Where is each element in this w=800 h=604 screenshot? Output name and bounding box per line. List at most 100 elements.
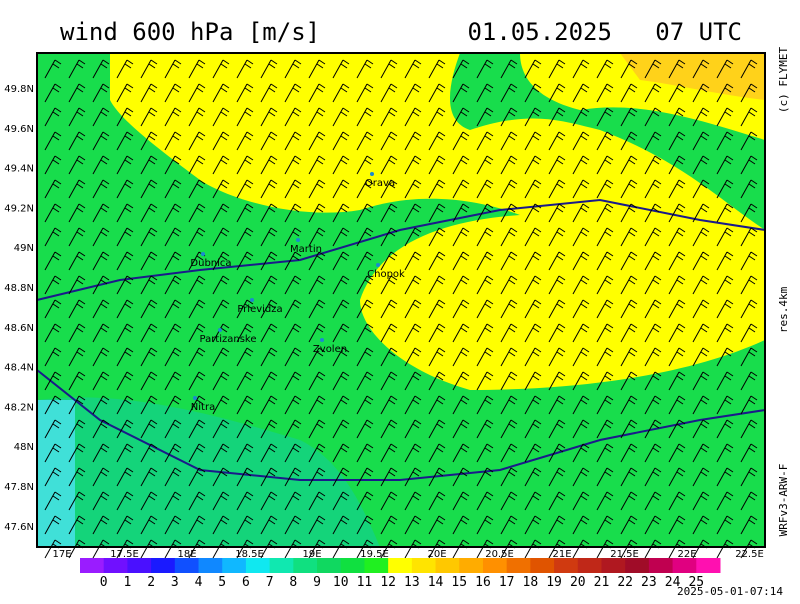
wind-barb bbox=[452, 83, 470, 103]
wind-barb bbox=[236, 515, 254, 535]
wind-barb bbox=[404, 131, 422, 151]
wind-barb bbox=[308, 83, 326, 103]
wind-barb bbox=[116, 59, 134, 79]
wind-barb bbox=[476, 275, 494, 295]
wind-barb bbox=[356, 491, 374, 511]
wind-barb bbox=[44, 227, 62, 247]
wind-barb bbox=[356, 275, 374, 295]
colorbar-label: 17 bbox=[499, 575, 515, 590]
wind-barb bbox=[332, 491, 350, 511]
wind-barb bbox=[644, 179, 662, 199]
wind-barb bbox=[380, 131, 398, 151]
wind-barb bbox=[332, 179, 350, 199]
wind-barb bbox=[740, 467, 758, 487]
wind-barb bbox=[308, 227, 326, 247]
wind-barb bbox=[740, 419, 758, 439]
wind-barb bbox=[500, 323, 518, 343]
wind-barb bbox=[380, 443, 398, 463]
wind-barb bbox=[500, 155, 518, 175]
colorbar-cell bbox=[625, 558, 650, 573]
wind-barb bbox=[596, 395, 614, 415]
lon-tick-label: 18.5E bbox=[235, 549, 264, 560]
wind-barb bbox=[452, 227, 470, 247]
colorbar-cell bbox=[103, 558, 128, 573]
colorbar-cell bbox=[80, 558, 105, 573]
wind-barb bbox=[428, 203, 446, 223]
colorbar-cell bbox=[435, 558, 460, 573]
wind-barb bbox=[236, 395, 254, 415]
wind-barb bbox=[404, 275, 422, 295]
wind-barb bbox=[308, 299, 326, 319]
wind-barb bbox=[428, 515, 446, 535]
wind-barb bbox=[716, 323, 734, 343]
wind-barb bbox=[740, 107, 758, 127]
wind-barb bbox=[620, 179, 638, 199]
wind-barb bbox=[380, 155, 398, 175]
wind-barb bbox=[140, 419, 158, 439]
wind-barb bbox=[620, 323, 638, 343]
wind-barb bbox=[236, 227, 254, 247]
wind-barb bbox=[140, 323, 158, 343]
colorbar-label: 16 bbox=[475, 575, 491, 590]
wind-barb bbox=[500, 131, 518, 151]
wind-barb bbox=[740, 59, 758, 79]
colorbar-cell bbox=[151, 558, 176, 573]
wind-barb bbox=[620, 203, 638, 223]
wind-barb bbox=[548, 395, 566, 415]
wind-barb bbox=[596, 299, 614, 319]
wind-barb bbox=[332, 347, 350, 367]
wind-barb bbox=[140, 155, 158, 175]
wind-barb bbox=[620, 419, 638, 439]
wind-barb bbox=[44, 347, 62, 367]
wind-barb bbox=[116, 131, 134, 151]
wind-barb bbox=[716, 395, 734, 415]
wind-barb bbox=[500, 395, 518, 415]
wind-barb bbox=[476, 155, 494, 175]
wind-barb bbox=[548, 467, 566, 487]
wind-barb bbox=[356, 443, 374, 463]
wind-barb bbox=[572, 371, 590, 391]
wind-barb bbox=[284, 419, 302, 439]
wind-barb bbox=[548, 59, 566, 79]
wind-barb bbox=[308, 155, 326, 175]
wind-barb bbox=[308, 131, 326, 151]
place-label: Dubnica bbox=[190, 258, 231, 269]
wind-barb bbox=[428, 227, 446, 247]
wind-barb bbox=[452, 131, 470, 151]
wind-barb bbox=[716, 83, 734, 103]
wind-barb bbox=[68, 395, 86, 415]
wind-barb bbox=[356, 347, 374, 367]
wind-barb bbox=[308, 251, 326, 271]
wind-barb bbox=[668, 227, 686, 247]
place-label: Nitra bbox=[191, 402, 215, 413]
colorbar-label: 10 bbox=[333, 575, 349, 590]
wind-barb bbox=[452, 395, 470, 415]
wind-barb bbox=[452, 155, 470, 175]
colorbar-cell bbox=[127, 558, 152, 573]
colorbar-cell bbox=[459, 558, 484, 573]
wind-barb bbox=[164, 227, 182, 247]
colorbar-cell bbox=[174, 558, 200, 573]
wind-barb bbox=[716, 203, 734, 223]
wind-barb bbox=[356, 203, 374, 223]
wind-barb bbox=[212, 275, 230, 295]
lat-tick-label: 49.2N bbox=[4, 203, 34, 214]
wind-barb bbox=[236, 107, 254, 127]
wind-barb bbox=[524, 323, 542, 343]
wind-barb bbox=[236, 155, 254, 175]
wind-barb bbox=[188, 515, 206, 535]
wind-barb bbox=[740, 323, 758, 343]
wind-barb bbox=[188, 419, 206, 439]
colorbar-label: 9 bbox=[313, 575, 321, 590]
wind-barb bbox=[212, 251, 230, 271]
place-label: Zvolen bbox=[313, 344, 347, 355]
wind-barb bbox=[68, 491, 86, 511]
wind-barb bbox=[308, 107, 326, 127]
wind-barb bbox=[692, 179, 710, 199]
wind-barb bbox=[524, 419, 542, 439]
wind-barb bbox=[500, 347, 518, 367]
wind-barb bbox=[716, 59, 734, 79]
wind-barb bbox=[692, 59, 710, 79]
wind-barb bbox=[740, 83, 758, 103]
wind-barb bbox=[116, 371, 134, 391]
